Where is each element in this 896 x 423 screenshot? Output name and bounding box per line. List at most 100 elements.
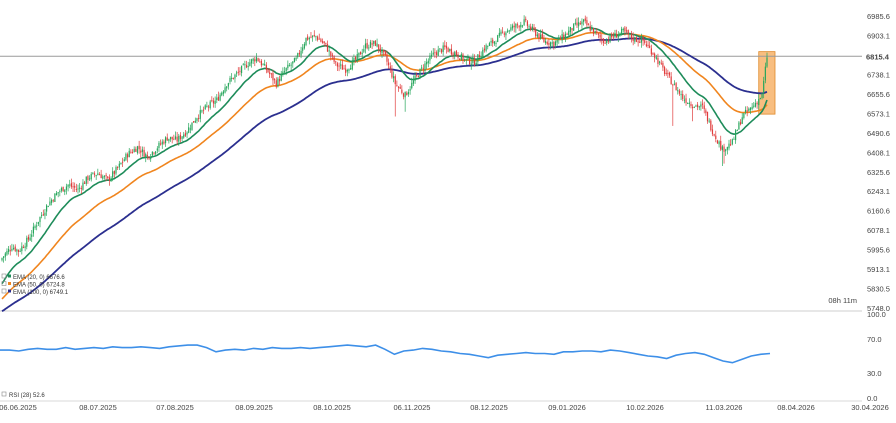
candle-body[interactable] xyxy=(64,189,66,192)
candle-body[interactable] xyxy=(229,77,231,82)
candle-body[interactable] xyxy=(427,60,429,64)
candle-body[interactable] xyxy=(485,45,487,51)
candle-body[interactable] xyxy=(394,76,396,85)
candle-body[interactable] xyxy=(703,105,705,110)
candle-body[interactable] xyxy=(416,74,418,76)
candle-body[interactable] xyxy=(313,34,315,36)
candle-body[interactable] xyxy=(379,48,381,53)
candle-body[interactable] xyxy=(642,36,644,41)
candle-body[interactable] xyxy=(103,176,106,178)
candle-body[interactable] xyxy=(148,156,150,159)
candle-body[interactable] xyxy=(34,226,36,229)
candle-body[interactable] xyxy=(297,53,299,58)
candle-body[interactable] xyxy=(16,249,18,252)
candle-body[interactable] xyxy=(126,154,129,158)
candle-body[interactable] xyxy=(644,40,646,43)
candle-body[interactable] xyxy=(716,140,719,144)
candle-body[interactable] xyxy=(652,53,654,55)
candle-body[interactable] xyxy=(462,54,464,61)
candle-body[interactable] xyxy=(26,237,28,247)
candle-body[interactable] xyxy=(715,135,717,139)
candle-body[interactable] xyxy=(667,72,669,74)
candle-body[interactable] xyxy=(341,64,343,70)
candle-body[interactable] xyxy=(275,80,277,87)
candle-body[interactable] xyxy=(231,77,233,79)
candle-body[interactable] xyxy=(465,58,467,61)
candle-body[interactable] xyxy=(239,70,241,72)
candle-body[interactable] xyxy=(749,107,752,111)
candle-body[interactable] xyxy=(350,68,352,70)
candle-body[interactable] xyxy=(358,52,360,56)
candle-body[interactable] xyxy=(120,162,122,165)
candle-body[interactable] xyxy=(569,26,571,32)
candle-body[interactable] xyxy=(198,118,200,120)
candle-body[interactable] xyxy=(754,103,757,107)
candle-body[interactable] xyxy=(217,96,220,101)
candle-body[interactable] xyxy=(411,82,413,89)
candle-body[interactable] xyxy=(93,173,96,175)
candle-body[interactable] xyxy=(505,32,507,36)
candle-body[interactable] xyxy=(718,141,720,145)
candle-body[interactable] xyxy=(55,193,58,196)
candle-body[interactable] xyxy=(503,33,505,35)
candle-body[interactable] xyxy=(50,199,53,203)
candle-body[interactable] xyxy=(594,30,596,34)
candle-body[interactable] xyxy=(21,246,23,252)
candle-body[interactable] xyxy=(102,176,104,179)
candle-body[interactable] xyxy=(32,226,34,234)
candle-body[interactable] xyxy=(77,188,79,190)
candle-body[interactable] xyxy=(244,64,246,66)
candle-body[interactable] xyxy=(586,20,588,26)
candle-body[interactable] xyxy=(242,64,244,66)
candle-body[interactable] xyxy=(60,188,63,191)
candle-body[interactable] xyxy=(19,250,21,252)
candle-body[interactable] xyxy=(184,133,187,136)
candle-body[interactable] xyxy=(528,26,530,28)
candle-body[interactable] xyxy=(151,151,153,156)
candle-body[interactable] xyxy=(112,171,114,178)
candle-body[interactable] xyxy=(11,248,13,251)
candle-body[interactable] xyxy=(388,62,390,66)
candle-body[interactable] xyxy=(460,54,462,60)
candle-body[interactable] xyxy=(419,68,421,79)
candle-body[interactable] xyxy=(366,42,368,49)
candle-body[interactable] xyxy=(90,173,92,180)
candle-body[interactable] xyxy=(495,42,497,44)
candle-body[interactable] xyxy=(723,146,725,152)
candle-body[interactable] xyxy=(386,55,388,62)
candle-body[interactable] xyxy=(318,38,320,40)
candle-body[interactable] xyxy=(683,99,685,101)
candle-body[interactable] xyxy=(196,118,198,121)
candle-body[interactable] xyxy=(764,66,766,81)
candle-body[interactable] xyxy=(483,48,486,51)
candle-body[interactable] xyxy=(389,66,391,69)
candle-body[interactable] xyxy=(659,61,661,63)
candle-body[interactable] xyxy=(454,52,456,57)
candle-body[interactable] xyxy=(141,149,144,152)
candle-body[interactable] xyxy=(155,151,157,154)
candle-body[interactable] xyxy=(741,117,743,124)
candle-body[interactable] xyxy=(75,188,77,190)
candle-body[interactable] xyxy=(8,248,10,252)
candle-body[interactable] xyxy=(551,42,553,44)
candle-body[interactable] xyxy=(153,152,155,154)
candle-body[interactable] xyxy=(29,237,31,241)
candle-body[interactable] xyxy=(637,41,639,43)
candle-body[interactable] xyxy=(573,23,575,31)
candle-body[interactable] xyxy=(597,33,600,35)
candle-body[interactable] xyxy=(693,106,695,108)
candle-body[interactable] xyxy=(22,247,25,249)
candle-body[interactable] xyxy=(221,92,223,96)
candle-body[interactable] xyxy=(616,34,618,38)
candle-body[interactable] xyxy=(730,144,732,146)
candle-body[interactable] xyxy=(434,52,436,54)
candle-body[interactable] xyxy=(303,44,305,49)
candle-body[interactable] xyxy=(559,37,562,40)
candle-body[interactable] xyxy=(326,44,329,52)
candle-body[interactable] xyxy=(748,108,750,111)
candle-body[interactable] xyxy=(178,135,180,142)
candle-body[interactable] xyxy=(430,54,433,57)
candle-body[interactable] xyxy=(41,215,43,217)
candle-body[interactable] xyxy=(46,205,48,212)
candle-body[interactable] xyxy=(331,54,334,56)
